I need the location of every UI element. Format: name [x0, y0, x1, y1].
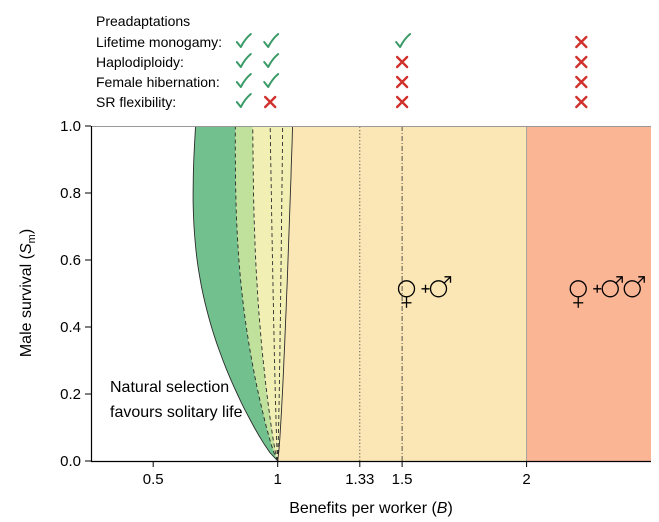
cross-icon	[575, 35, 588, 49]
check-icon	[395, 33, 412, 48]
preadaptation-label: Haplodiploidy:	[96, 54, 184, 70]
plot-area	[91, 125, 651, 462]
boundary-line-b6	[277, 125, 294, 462]
male-symbol-icon	[429, 280, 448, 298]
y-tick-label: 0.2	[60, 386, 81, 403]
male-symbol-arrow	[443, 276, 452, 284]
boundary-line-b3	[252, 126, 279, 462]
cross-icon	[575, 55, 588, 69]
male-symbol-arrow	[615, 276, 623, 284]
x-tick-label: 1.33	[345, 471, 374, 488]
preadaptations-header: Preadaptations	[96, 13, 190, 29]
check-icon	[235, 53, 252, 68]
boundary-line-b2	[234, 125, 279, 462]
check-icon	[263, 33, 280, 48]
solitary-annotation-line-1: Natural selection	[110, 379, 229, 396]
cross-icon	[395, 95, 409, 109]
cross-icon	[575, 75, 588, 89]
y-tick-label: 0.6	[60, 252, 81, 269]
background-band-2	[526, 126, 651, 461]
preadaptation-label: Lifetime monogamy:	[96, 34, 222, 50]
region-3	[252, 126, 293, 461]
preadaptation-label: Female hibernation:	[96, 74, 220, 90]
check-icon	[235, 33, 252, 48]
check-icon	[263, 53, 280, 68]
solitary-annotation-line-2: favours solitary life	[110, 404, 243, 421]
y-axis-label: Male survival (Sm)	[18, 229, 38, 357]
annotations: Natural selection favours solitary life	[110, 276, 645, 421]
cross-icon	[395, 55, 409, 69]
plus-sign	[421, 284, 430, 293]
x-axis-label: Benefits per worker (B)	[289, 500, 453, 517]
preadaptation-label: SR flexibility:	[96, 94, 176, 110]
y-tick-label: 0.4	[60, 319, 81, 336]
x-tick-label: 2	[522, 471, 530, 488]
check-icon	[235, 93, 252, 108]
y-tick-label: 1.0	[60, 118, 81, 135]
male-symbol-icon	[623, 280, 641, 298]
region-2	[235, 126, 278, 461]
cross-icon	[575, 95, 588, 109]
plus-sign	[593, 284, 602, 293]
preadaptations-table: Preadaptations Lifetime monogamy: Haplodi…	[96, 13, 588, 110]
region-1	[193, 126, 278, 461]
boundary-line-b1	[192, 125, 279, 462]
y-tick-label: 0.8	[60, 185, 81, 202]
x-tick-label: 0.5	[143, 471, 164, 488]
male-symbol-arrow	[637, 276, 645, 284]
check-icon	[263, 73, 280, 88]
axes: 0.5 1 1.33 1.5 2 0.0 0.2 0.4 0.6 0.8 1.0 Benefits…	[18, 118, 651, 517]
x-tick-label: 1	[274, 471, 282, 488]
male-symbol-icon	[601, 280, 619, 298]
x-tick-label: 1.5	[392, 471, 413, 488]
cross-icon	[395, 75, 409, 89]
y-tick-label: 0.0	[60, 453, 81, 470]
check-icon	[235, 73, 252, 88]
cross-icon	[264, 95, 277, 109]
